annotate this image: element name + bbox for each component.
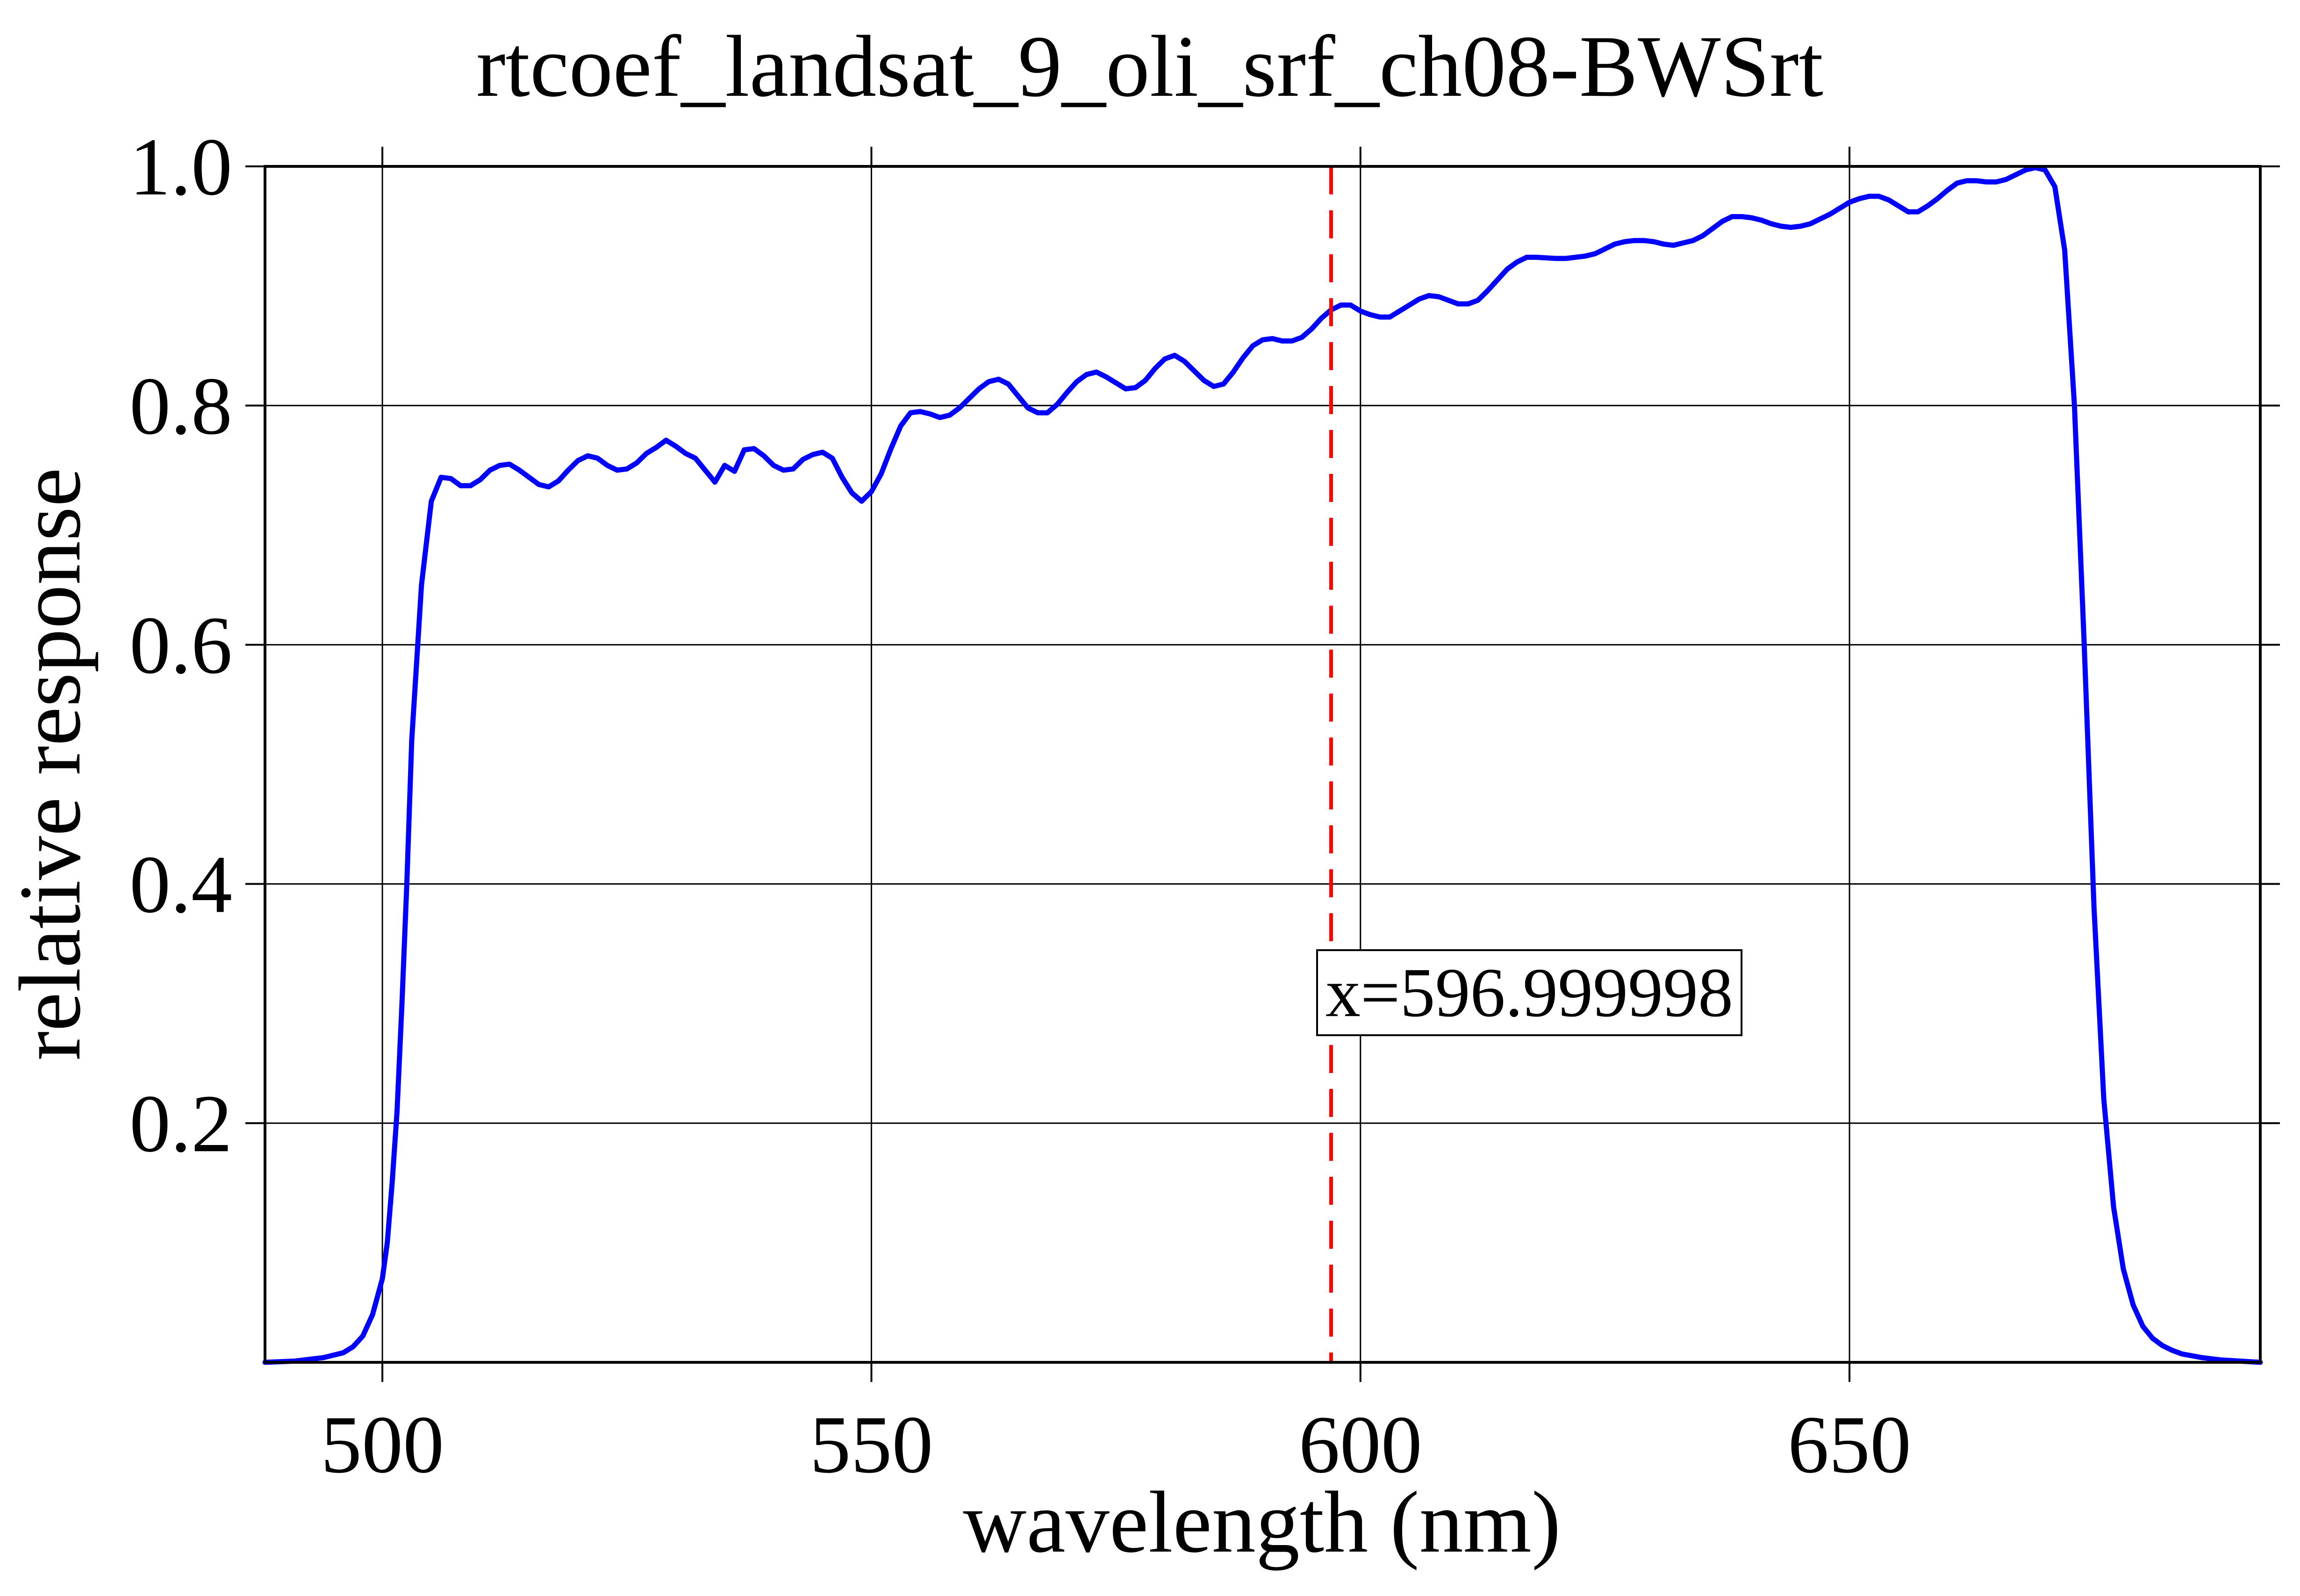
x-tick-label: 600: [1299, 1399, 1422, 1490]
x-tick-label: 500: [321, 1399, 444, 1490]
x-axis-label: wavelength (nm): [963, 1473, 1561, 1571]
y-tick-label: 0.4: [129, 839, 232, 930]
y-axis-label: relative response: [1, 468, 99, 1060]
y-tick-label: 0.6: [129, 600, 232, 691]
y-tick-label: 1.0: [129, 122, 232, 213]
plot-frame: [264, 165, 2262, 1364]
annotation-text: x=596.999998: [1326, 954, 1733, 1031]
annotation-box: x=596.999998: [1316, 949, 1743, 1037]
chart-title: rtcoef_landsat_9_oli_srf_ch08-BWSrt: [476, 17, 1823, 115]
x-tick-label: 650: [1788, 1399, 1911, 1490]
plot-layer: [262, 165, 2263, 1365]
annotation-frame: [1316, 949, 1743, 1037]
x-tick-label: 550: [810, 1399, 933, 1490]
y-tick-label: 0.2: [129, 1078, 232, 1169]
y-tick-label: 0.8: [129, 361, 232, 452]
response-curve-line: [262, 165, 2263, 1365]
tick-layer: 500 550 600 650 0.2 0.4 0.6 0.8 1.0: [129, 122, 2280, 1490]
annotation-layer: x=596.999998: [1316, 949, 1743, 1037]
